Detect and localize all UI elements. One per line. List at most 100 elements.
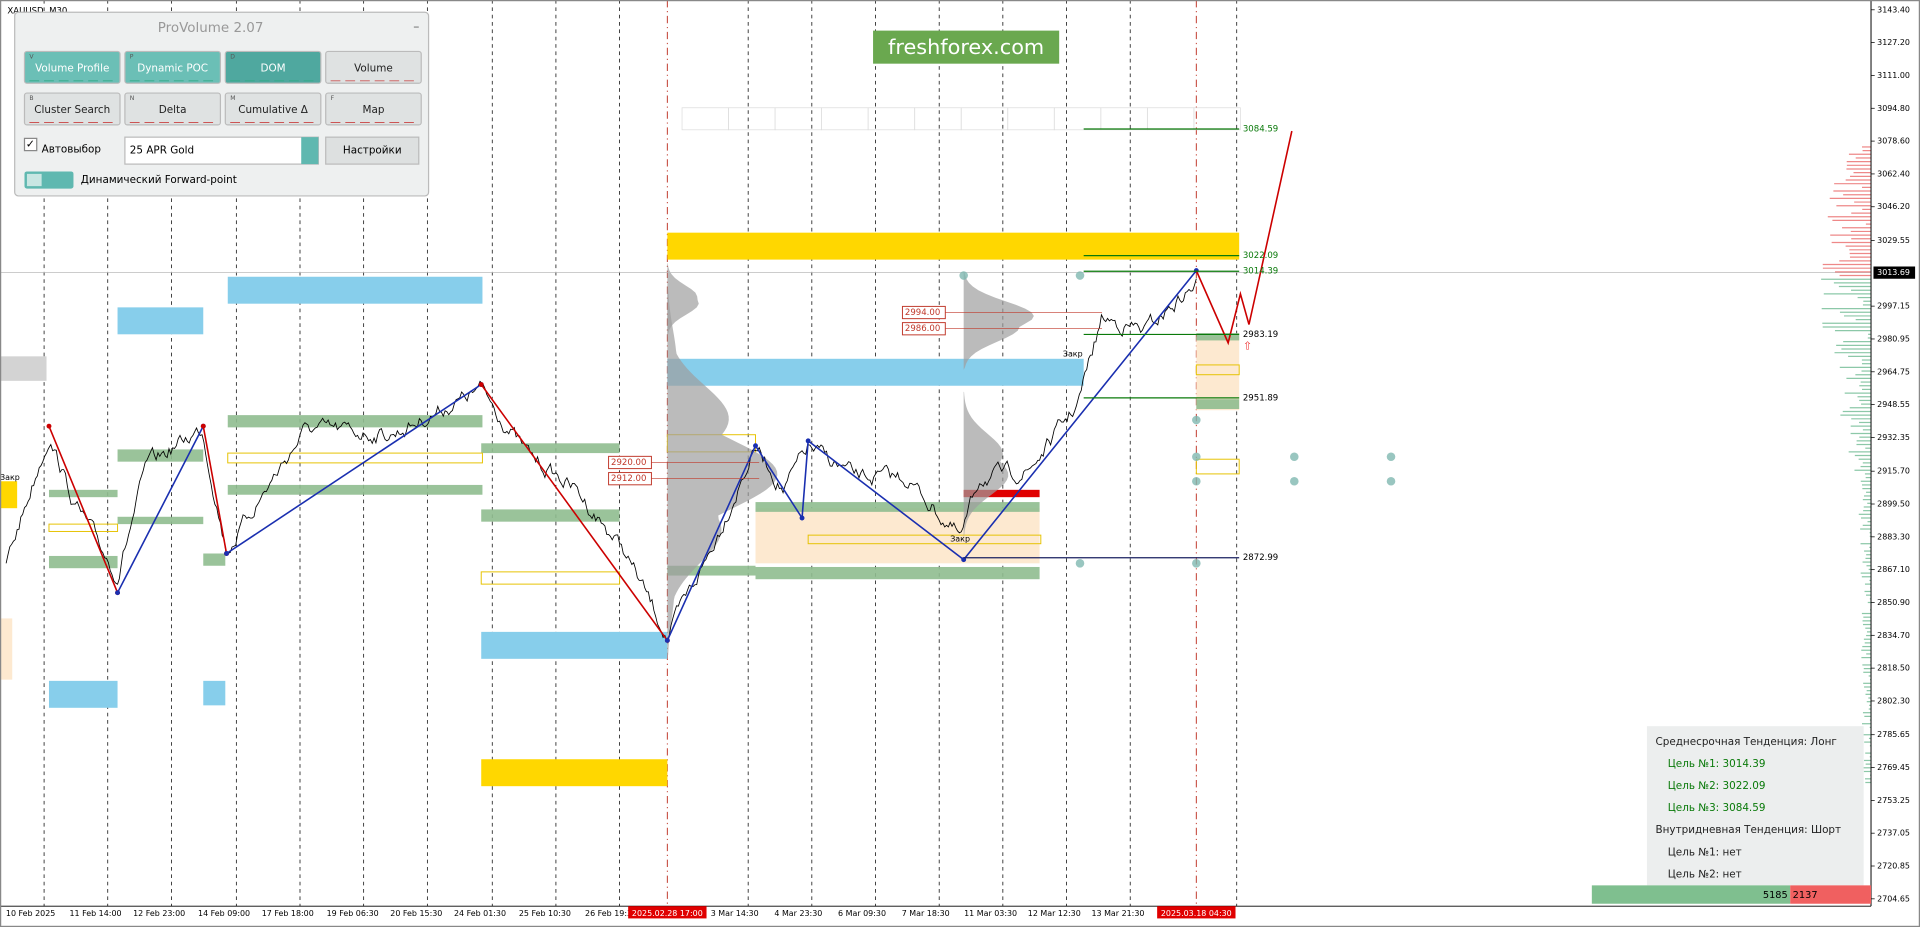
level-label: 2872.99: [1243, 553, 1278, 563]
volume-profile: [667, 287, 778, 656]
tool-button[interactable]: [124, 50, 222, 84]
zigzag-node: [478, 382, 484, 387]
checkbox[interactable]: [23, 137, 38, 152]
info-line: Среднесрочная Тенденция: Лонг: [1656, 736, 1837, 748]
zigzag-node: [224, 551, 229, 556]
close-label: Закр: [950, 534, 970, 543]
tool-button[interactable]: [23, 50, 121, 84]
green-zone: [481, 509, 620, 522]
time-label: 13 Mar 21:30: [1091, 909, 1144, 918]
time-label: 2025.03.18 04:30: [1161, 909, 1232, 918]
tool-button[interactable]: [325, 50, 422, 84]
info-line: Цель №3: 3084.59: [1668, 802, 1766, 814]
price-tick-label: 3111.00: [1877, 71, 1910, 80]
blue-zone: [667, 358, 1084, 386]
settings-button[interactable]: [325, 136, 420, 165]
boxed-level: 2912.00: [611, 474, 646, 484]
price-tick-label: 2834.70: [1877, 631, 1910, 640]
tool-button-key: F: [331, 95, 335, 102]
green-zone: [1196, 333, 1240, 341]
green-zone: [755, 502, 1040, 512]
cell: [1193, 107, 1241, 131]
tool-button-label: Cumulative Δ: [238, 104, 309, 116]
time-label: 17 Feb 18:00: [262, 909, 314, 918]
sell-volume-label: 2137: [1793, 890, 1818, 901]
plot-area: 3084.59 3022.09 3014.39 2983.19 2951.89 2872.…: [0, 0, 1872, 907]
time-label: 2025.02.28 17:00: [632, 909, 703, 918]
volume-profile: [667, 263, 699, 337]
tool-button-label: Map: [363, 104, 385, 116]
spin[interactable]: [301, 137, 319, 165]
anchor-dot: [1075, 271, 1085, 280]
autoselect-label: Автовыбор: [42, 143, 102, 155]
buy-volume: [1591, 885, 1791, 904]
zigzag: [116, 425, 204, 594]
price-tick-label: 2997.15: [1877, 302, 1910, 311]
price-tick-label: 3127.20: [1877, 38, 1910, 47]
price-tick-label: 2720.85: [1877, 862, 1910, 871]
current-price-box: [1873, 266, 1916, 279]
time-label: 20 Feb 15:30: [390, 909, 442, 918]
price-tick-label: 3143.40: [1877, 5, 1910, 14]
zigzag-node: [664, 638, 670, 643]
zigzag: [666, 270, 1197, 641]
boxed-level: 2994.00: [905, 308, 940, 318]
tool-button[interactable]: [325, 92, 422, 126]
boxed-level-box: [608, 472, 652, 486]
zigzag-node: [753, 443, 758, 449]
tool-button-label: Cluster Search: [34, 104, 110, 116]
outline-zone: [807, 534, 1042, 545]
price-tick-label: 2785.65: [1877, 730, 1910, 739]
green-zone: [227, 415, 483, 428]
yellow-zone: [481, 759, 668, 787]
info-line: Цель №1: нет: [1668, 846, 1742, 858]
tool-button[interactable]: [23, 92, 121, 126]
tool-button[interactable]: [124, 92, 222, 126]
tool-button-label: Volume: [354, 63, 393, 75]
price-axis-bg: [1871, 0, 1920, 927]
tool-button-label: DOM: [260, 63, 285, 75]
price-tick-label: 2769.45: [1877, 763, 1910, 772]
price-tick-label: 2818.50: [1877, 664, 1910, 673]
green-zone: [1196, 399, 1240, 410]
level-label: 2951.89: [1243, 393, 1278, 403]
current-price: 3013.69: [1877, 268, 1910, 277]
tool-button-key: V: [29, 53, 34, 60]
close-label: Закр: [0, 473, 20, 482]
boxed-level: 2986.00: [905, 324, 940, 334]
instrument-field[interactable]: [124, 136, 319, 165]
zigzag: [480, 384, 668, 641]
panel-title: ProVolume 2.07: [158, 21, 264, 36]
time-label: 24 Feb 01:30: [454, 909, 506, 918]
price-tick-label: 3094.80: [1877, 104, 1910, 113]
info-bg: [1646, 726, 1864, 886]
tool-button-key: M: [230, 95, 235, 102]
time-label: 4 Mar 23:30: [774, 909, 822, 918]
tool-button[interactable]: [224, 92, 322, 126]
time-label: 3 Mar 14:30: [711, 909, 759, 918]
price-tick-label: 2883.30: [1877, 532, 1910, 541]
zigzag-node: [200, 423, 206, 429]
price-tick-label: 2802.30: [1877, 696, 1910, 705]
green-zone: [755, 566, 1040, 580]
green-zone: [48, 555, 118, 569]
green-zone: [203, 553, 226, 566]
boxed-level-box: [608, 455, 652, 470]
minimize[interactable]: –: [413, 19, 419, 33]
price-tick-label: 2980.95: [1877, 334, 1910, 343]
price-tick-label: 2899.50: [1877, 500, 1910, 509]
boxed-level-box: [901, 322, 946, 336]
price-tick-label: 3046.20: [1877, 202, 1910, 211]
price-tick-label: 2753.25: [1877, 796, 1910, 805]
outline-zone: [48, 523, 119, 532]
volume-profile: [963, 271, 1034, 370]
watermark-box: [873, 30, 1060, 64]
outline-zone: [1195, 458, 1240, 475]
watermark: freshforex.com: [888, 35, 1044, 59]
instrument: 25 APR Gold: [130, 145, 194, 157]
tool-button[interactable]: [224, 50, 322, 84]
volume-profile: [963, 391, 1009, 539]
price-tick-label: 2948.55: [1877, 400, 1910, 409]
